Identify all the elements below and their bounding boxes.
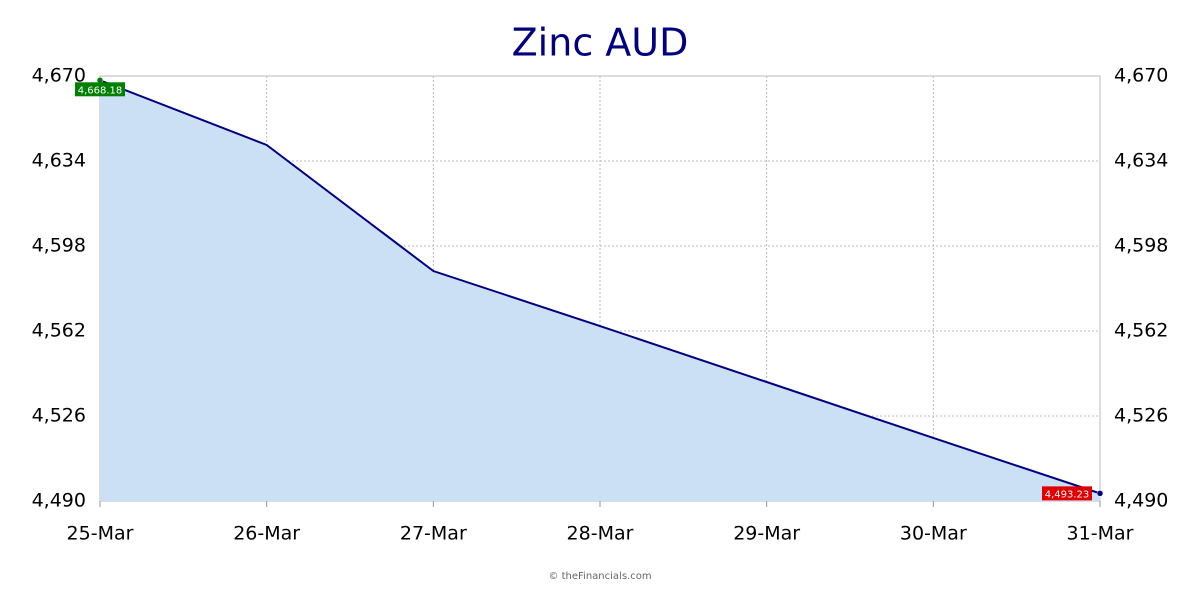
x-tick-label: 28-Mar [567, 523, 634, 545]
area [100, 80, 1100, 501]
y-tick-label: 4,562 [32, 320, 86, 342]
line [99, 79, 1101, 495]
x-tick-label: 26-Mar [233, 523, 300, 545]
y-tick-label: 4,526 [32, 405, 86, 427]
x-tick-label: 27-Mar [400, 523, 467, 545]
value-label-box [1042, 486, 1092, 501]
point-marker [1096, 490, 1104, 497]
y-tick-label-right: 4,562 [1114, 320, 1168, 342]
chart-title: Zinc AUD [512, 21, 689, 65]
y-tick-label: 4,634 [32, 150, 86, 172]
y-tick-label-right: 4,598 [1114, 235, 1168, 257]
y-tick-label: 4,670 [32, 65, 86, 87]
y-tick-label: 4,490 [32, 490, 86, 512]
y-tick-label-right: 4,670 [1114, 65, 1168, 87]
value-label: 4,668.18 [78, 85, 123, 96]
value-label-box [75, 82, 125, 97]
x-tick-label: 31-Mar [1067, 523, 1134, 545]
x-tick-label: 25-Mar [67, 523, 134, 545]
x-tick-label: 29-Mar [733, 523, 800, 545]
footer: © theFinancials.com [548, 571, 651, 582]
x-tick-label: 30-Mar [900, 523, 967, 545]
y-tick-label-right: 4,634 [1114, 150, 1168, 172]
y-tick-label: 4,598 [32, 235, 86, 257]
y-tick-label-right: 4,490 [1114, 490, 1168, 512]
y-tick-label-right: 4,526 [1114, 405, 1168, 427]
value-label: 4,493.23 [1045, 489, 1090, 500]
